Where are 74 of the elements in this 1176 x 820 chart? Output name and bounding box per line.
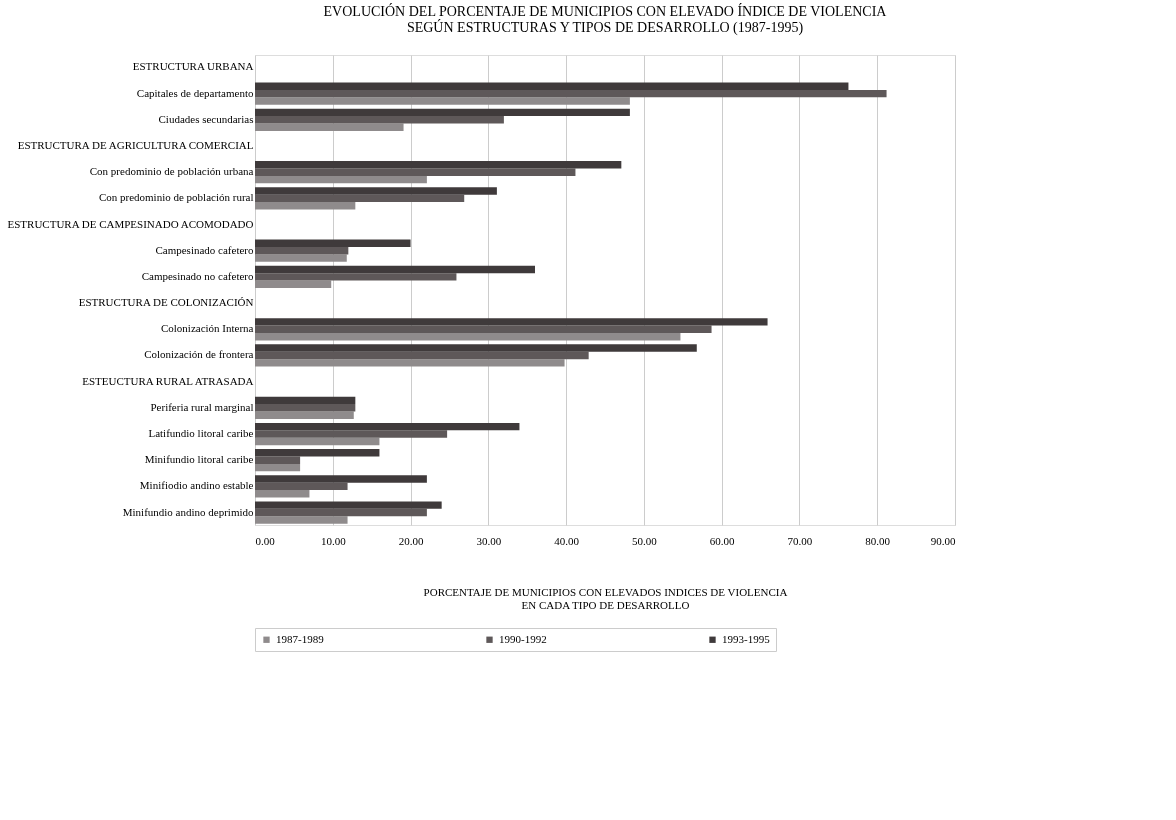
bar	[255, 508, 427, 517]
x-tick-label: 10.00	[320, 534, 347, 547]
bar	[255, 280, 332, 289]
text: PORCENTAJE DE MUNICIPIOS CON ELEVADOS INDICES DE VIOLENCIA	[423, 585, 788, 598]
y-tick-label: Capitales de departamento	[136, 86, 254, 99]
legend-label: 1993-1995	[722, 632, 771, 645]
x-tick-label: 0.00	[255, 534, 276, 547]
bar	[255, 332, 681, 341]
bar	[255, 187, 497, 195]
bar	[255, 318, 768, 326]
x-tick-label: 20.00	[398, 534, 424, 547]
x-tick-label: 80.00	[865, 534, 891, 547]
bar	[255, 437, 380, 446]
x-tick-label: 60.00	[709, 534, 736, 547]
y-tick-label: ESTRUCTURA DE CAMPESINADO ACOMODADO	[7, 217, 254, 230]
bar	[255, 490, 310, 498]
y-tick-label: Colonización de frontera	[144, 348, 254, 361]
bar	[255, 247, 349, 255]
bar	[255, 344, 697, 352]
bar	[255, 463, 301, 472]
bar	[255, 254, 347, 262]
bar	[255, 82, 849, 90]
bar	[255, 161, 622, 169]
bar	[255, 168, 576, 176]
bar	[255, 194, 465, 203]
text: EVOLUCIÓN DEL PORCENTAJE DE MUNICIPIOS CON ELEVADO ÍNDICE DE VIOLENCIA	[323, 4, 887, 19]
x-tick-label: 90.00	[930, 534, 956, 547]
x-tick-label: 70.00	[787, 534, 813, 547]
legend-label: 1987-1989	[276, 632, 325, 645]
text: SEGÚN ESTRUCTURAS Y TIPOS DE DESARROLLO (1987-1995)	[406, 20, 804, 35]
y-tick-label: Minifundio litoral caribe	[144, 453, 254, 466]
y-tick-label: Minifiodio andino estable	[139, 479, 254, 492]
bar	[255, 202, 356, 210]
y-tick-label: Latifundio litoral caribe	[148, 427, 254, 440]
bar	[255, 449, 380, 457]
y-tick-label: ESTRUCTURA URBANA	[132, 60, 254, 73]
y-tick-label: ESTRUCTURA DE COLONIZACIÓN	[78, 296, 254, 309]
bar	[255, 175, 427, 184]
legend-label: 1990-1992	[499, 632, 547, 645]
bar	[255, 108, 630, 117]
y-tick-label: Con predominio de población rural	[98, 191, 254, 204]
bar	[255, 273, 457, 281]
bar	[255, 97, 630, 105]
y-tick-label: ESTRUCTURA DE AGRICULTURA COMERCIAL	[17, 138, 254, 151]
x-tick-label: 50.00	[632, 534, 658, 547]
bar	[255, 351, 589, 360]
bar	[255, 123, 404, 131]
y-tick-label: ESTEUCTURA RURAL ATRASADA	[82, 374, 254, 387]
x-tick-label: 30.00	[476, 534, 502, 547]
y-tick-label: Minifundio andino deprimido	[122, 505, 254, 518]
bar	[255, 325, 712, 333]
y-tick-label: Con predominio de población urbana	[89, 165, 254, 178]
bar	[255, 359, 565, 367]
y-tick-label: Colonización Interna	[160, 322, 254, 335]
bar	[255, 89, 887, 98]
bar	[255, 265, 535, 274]
bar	[255, 404, 356, 412]
bar	[255, 116, 504, 124]
bar	[255, 456, 301, 464]
y-tick-label: Campesinado no cafetero	[141, 269, 254, 282]
y-tick-label: Ciudades secundarias	[158, 112, 254, 125]
bar	[255, 501, 442, 509]
y-tick-label: Campesinado cafetero	[155, 243, 254, 256]
bar	[255, 422, 520, 431]
y-tick-label: Periferia rural marginal	[150, 400, 254, 413]
bar	[255, 482, 348, 491]
bar	[255, 516, 348, 524]
bar	[255, 411, 354, 419]
text: EN CADA TIPO DE DESARROLLO	[521, 598, 690, 611]
bar	[255, 239, 411, 248]
bar	[255, 396, 356, 405]
bar	[255, 430, 448, 438]
x-tick-label: 40.00	[554, 534, 580, 547]
bar	[255, 475, 427, 483]
